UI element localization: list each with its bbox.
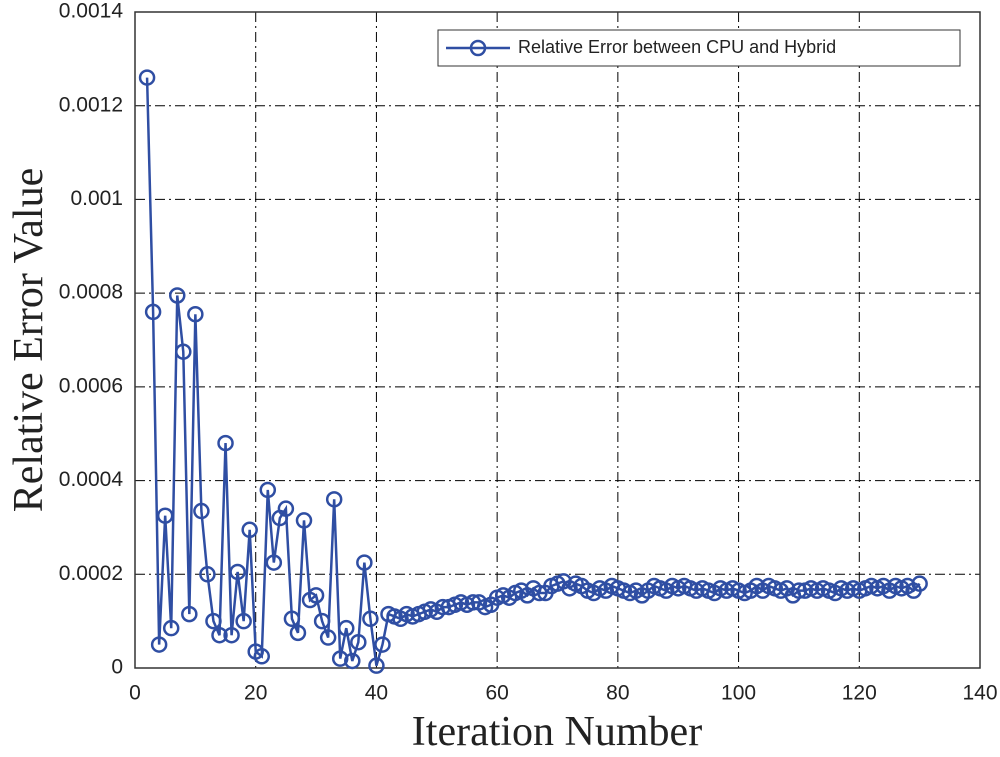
data-point [259, 481, 277, 499]
y-tick-label: 0.0006 [59, 374, 123, 397]
y-tick-label: 0.0014 [59, 0, 124, 23]
data-point [790, 582, 808, 599]
data-point [229, 563, 246, 581]
data-point [307, 587, 325, 604]
data-point [156, 507, 174, 524]
data-point [362, 610, 379, 628]
data-point [144, 303, 162, 321]
data-point [193, 502, 210, 520]
legend-label: Relative Error between CPU and Hybrid [518, 37, 836, 57]
data-point [338, 619, 355, 637]
data-point [368, 657, 385, 674]
data-point [199, 566, 216, 583]
x-tick-label: 140 [962, 682, 997, 705]
x-tick-label: 60 [485, 682, 508, 705]
y-tick-label: 0.0002 [59, 562, 123, 585]
data-point [175, 343, 192, 360]
data-point [187, 305, 204, 323]
data-point [325, 491, 343, 508]
x-tick-label: 120 [842, 682, 877, 705]
data-point [265, 554, 283, 571]
data-point [223, 626, 240, 644]
x-tick-label: 100 [721, 682, 756, 705]
y-tick-label: 0.0004 [59, 468, 124, 491]
data-point [235, 612, 252, 630]
data-point [319, 629, 337, 646]
x-tick-label: 40 [365, 682, 388, 705]
data-point [283, 610, 301, 628]
legend-marker [469, 39, 487, 57]
data-point [181, 605, 198, 623]
data-point [295, 512, 313, 529]
legend-box [437, 29, 961, 67]
y-axis-label: Relative Error Value [6, 168, 52, 512]
data-point [150, 636, 168, 653]
data-line [145, 77, 921, 667]
x-axis-label: Iteration Number [412, 709, 702, 755]
data-point [205, 612, 222, 630]
data-point [434, 598, 452, 616]
data-point [217, 434, 234, 452]
data-point [277, 500, 295, 517]
data-point [211, 626, 228, 644]
data-point [531, 584, 548, 602]
plot-frame [134, 11, 981, 669]
data-point [169, 287, 186, 304]
data-point [374, 636, 391, 653]
x-tick-label: 20 [244, 682, 267, 705]
data-point [313, 612, 331, 630]
x-tick-label: 0 [129, 682, 141, 705]
y-tick-label: 0.001 [70, 187, 123, 210]
data-point [241, 521, 258, 539]
y-tick-label: 0.0012 [59, 93, 123, 116]
y-tick-label: 0 [111, 656, 123, 679]
data-point [253, 648, 270, 665]
data-point [331, 650, 349, 667]
data-point [162, 619, 180, 637]
data-point [289, 624, 307, 642]
data-point [344, 652, 361, 670]
data-point [138, 69, 156, 86]
x-tick-label: 80 [606, 682, 629, 705]
y-tick-label: 0.0008 [59, 281, 123, 304]
data-point [350, 633, 367, 651]
data-point [356, 554, 373, 571]
data-point [911, 575, 928, 592]
